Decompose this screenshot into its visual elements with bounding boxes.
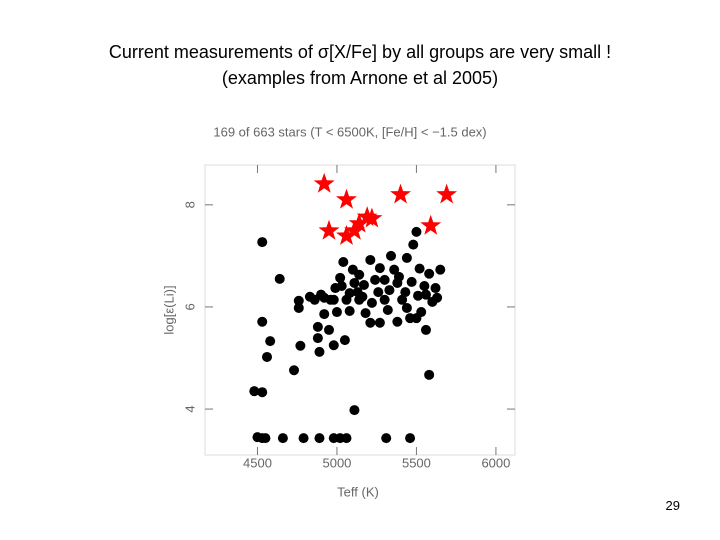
point: [298, 433, 309, 444]
point: [335, 272, 346, 283]
y-tick-label: 8: [182, 201, 197, 208]
point: [354, 269, 365, 280]
star-point: [390, 183, 411, 204]
point: [252, 432, 263, 443]
point: [424, 268, 435, 279]
point: [381, 433, 392, 444]
point: [392, 316, 403, 327]
star-point: [420, 214, 442, 235]
point: [257, 387, 268, 398]
y-tick-label: 4: [182, 405, 197, 412]
point: [419, 281, 430, 292]
point: [357, 291, 368, 302]
point: [374, 317, 385, 328]
title-line: (examples from Arnone et al 2005): [221, 68, 499, 88]
point: [344, 306, 355, 317]
y-axis-label: log[ε(Li)]: [161, 285, 176, 334]
point: [382, 305, 393, 315]
x-tick-label: 5500: [402, 455, 431, 470]
point: [360, 308, 371, 319]
point: [338, 257, 349, 268]
point: [379, 274, 390, 285]
star-point: [344, 219, 365, 240]
point: [257, 237, 268, 248]
point: [408, 239, 419, 250]
point: [344, 288, 355, 299]
point: [365, 317, 376, 328]
point: [384, 285, 395, 296]
y-tick-label: 6: [182, 303, 197, 310]
page-number: 29: [665, 498, 680, 513]
point: [397, 294, 408, 305]
title-line: Current measurements of σ[X/Fe] by all g…: [108, 42, 612, 62]
star-point: [348, 212, 370, 233]
plot-frame: [204, 164, 516, 456]
point: [389, 264, 400, 275]
point: [328, 340, 339, 351]
point: [374, 263, 385, 274]
point: [370, 274, 381, 285]
point: [336, 281, 347, 292]
point: [331, 307, 342, 318]
point: [324, 324, 334, 335]
point: [420, 324, 431, 335]
point: [265, 336, 276, 347]
point: [295, 340, 306, 351]
point: [400, 287, 411, 298]
point: [386, 250, 396, 261]
star-point: [436, 183, 458, 204]
point: [341, 433, 352, 444]
star-point: [336, 225, 357, 245]
point: [416, 307, 427, 318]
star-point: [336, 188, 357, 209]
point: [319, 292, 330, 303]
point: [293, 295, 304, 306]
point: [293, 302, 304, 313]
x-axis-label: Teff (K): [337, 484, 379, 499]
point: [379, 294, 390, 305]
point: [262, 351, 272, 362]
point: [274, 273, 285, 284]
point: [420, 289, 431, 300]
point: [432, 292, 443, 303]
point: [424, 369, 435, 380]
x-tick-label: 4500: [243, 455, 272, 470]
point: [406, 276, 417, 287]
x-tick-label: 6000: [481, 455, 510, 470]
point: [349, 277, 360, 288]
point: [312, 333, 323, 344]
point: [373, 287, 384, 298]
point: [435, 264, 446, 275]
point: [289, 365, 300, 376]
point: [260, 433, 271, 444]
point: [413, 290, 424, 301]
point: [312, 321, 323, 332]
star-point: [318, 219, 340, 240]
point: [401, 302, 412, 313]
star-point: [313, 172, 335, 193]
point: [366, 297, 377, 308]
point: [314, 433, 325, 444]
point: [430, 283, 441, 294]
point: [319, 309, 330, 320]
point: [393, 271, 404, 282]
point: [349, 405, 360, 416]
point: [257, 316, 268, 327]
chart-title: 169 of 663 stars (T < 6500K, [Fe/H] < −1…: [213, 124, 486, 139]
point: [314, 346, 325, 357]
point: [405, 433, 416, 444]
point: [411, 226, 422, 237]
point: [358, 279, 369, 290]
point: [277, 433, 288, 444]
star-point: [361, 207, 383, 228]
point: [339, 335, 350, 346]
x-tick-label: 5000: [322, 455, 351, 470]
point: [365, 254, 376, 265]
point: [401, 252, 412, 263]
point: [249, 386, 260, 397]
point: [414, 263, 425, 274]
